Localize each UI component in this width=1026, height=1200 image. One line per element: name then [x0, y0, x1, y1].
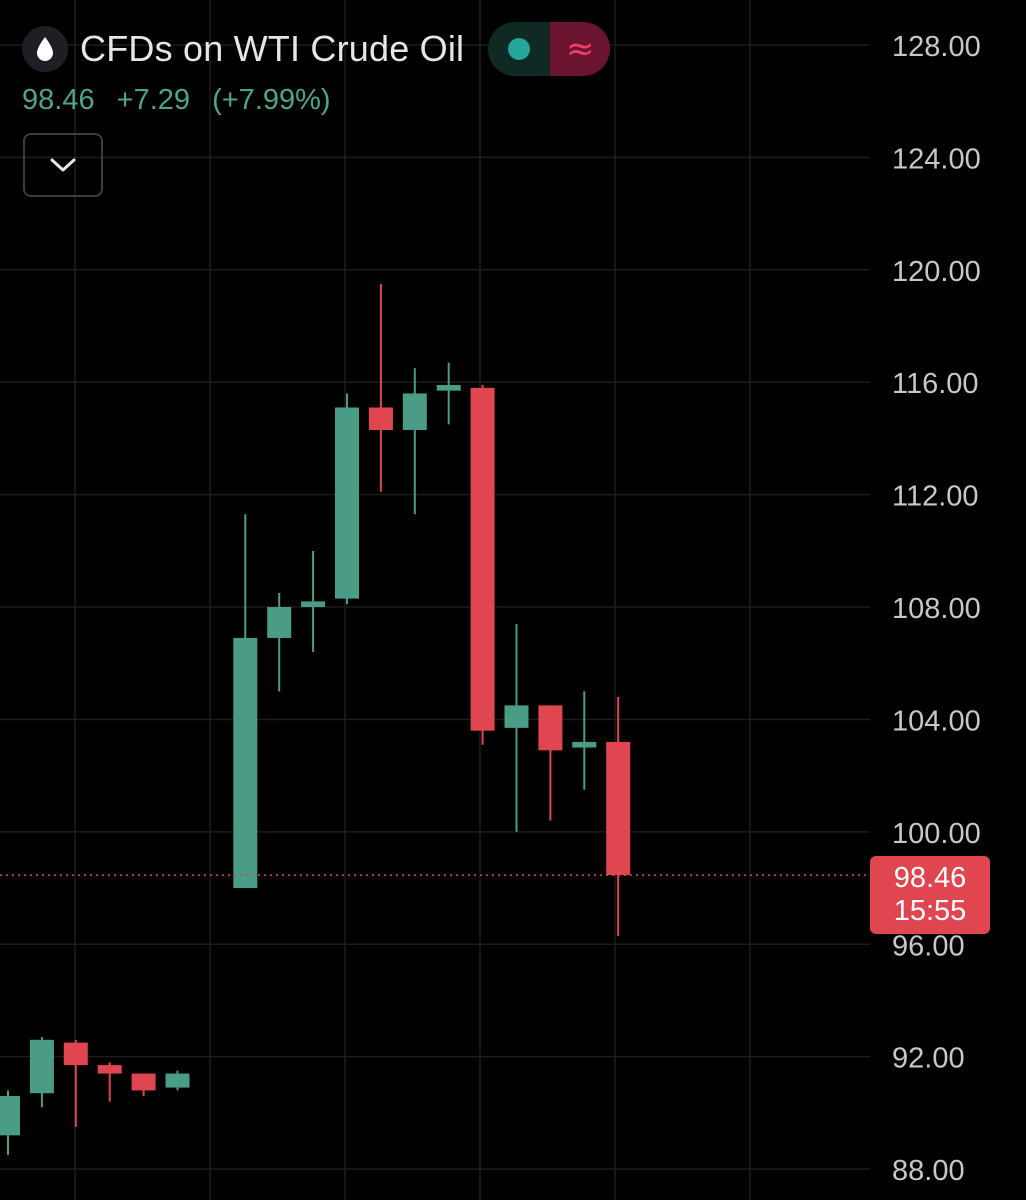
chart-grid	[0, 0, 870, 1200]
candle-body	[402, 393, 427, 430]
candle-body	[97, 1065, 122, 1074]
chevron-down-icon	[50, 158, 76, 172]
candle	[233, 514, 258, 889]
candle	[402, 368, 427, 515]
candle-body	[504, 705, 529, 728]
candle-body	[538, 705, 563, 751]
candle-body	[165, 1073, 190, 1088]
candle-body	[29, 1039, 54, 1094]
candle	[335, 393, 359, 605]
symbol-title[interactable]: CFDs on WTI Crude Oil	[80, 28, 465, 69]
drop-icon[interactable]	[22, 26, 68, 72]
candle	[131, 1073, 156, 1097]
candle-body	[470, 387, 495, 731]
candle	[165, 1070, 190, 1091]
candles	[0, 283, 631, 1156]
candle	[301, 550, 326, 652]
candle	[368, 283, 393, 492]
candle-body	[335, 407, 359, 599]
current-price-value: 98.46	[893, 861, 967, 894]
price-quote: 98.46 +7.29 (+7.99%)	[22, 84, 345, 117]
axis-tick-label: 112.00	[892, 481, 979, 513]
axis-tick-label: 128.00	[892, 31, 981, 63]
axis-tick-label: 104.00	[892, 705, 981, 737]
axis-tick-label: 120.00	[892, 256, 981, 288]
axis-tick-label: 116.00	[892, 368, 979, 400]
candle	[436, 362, 461, 425]
axis-tick-label: 88.00	[892, 1155, 965, 1187]
candle-body	[131, 1073, 156, 1091]
collapse-button[interactable]	[23, 133, 103, 197]
price-axis: 128.00 124.00 120.00 116.00 112.00 108.00 104.…	[892, 31, 981, 1187]
candle-body	[301, 601, 326, 608]
current-price-label: 98.46 15:55	[870, 856, 990, 934]
price-change-percent: (+7.99%)	[212, 84, 331, 116]
axis-tick-label: 108.00	[892, 593, 981, 625]
candle	[572, 691, 597, 790]
market-open-dot-icon	[488, 22, 551, 76]
candle	[267, 592, 292, 692]
candle-body	[606, 741, 631, 876]
symbol-header: CFDs on WTI Crude Oil ≈	[22, 22, 611, 76]
candle	[29, 1037, 54, 1108]
approx-icon: ≈	[550, 22, 611, 76]
candle	[504, 623, 529, 832]
candle-body	[368, 407, 393, 430]
bar-countdown: 15:55	[893, 895, 967, 927]
axis-tick-label: 96.00	[892, 930, 965, 962]
candle	[97, 1062, 122, 1102]
candle	[606, 696, 631, 936]
candle-body	[436, 385, 461, 391]
price-change: +7.29	[116, 84, 191, 116]
candle	[538, 705, 563, 821]
axis-tick-label: 92.00	[892, 1043, 965, 1075]
candle-body	[233, 637, 258, 889]
candle-body	[0, 1096, 20, 1136]
axis-tick-label: 100.00	[892, 818, 981, 850]
last-price: 98.46	[22, 84, 95, 116]
axis-tick-label: 124.00	[892, 143, 981, 175]
candle-body	[267, 607, 292, 638]
candle	[0, 1090, 20, 1156]
candle	[63, 1039, 88, 1127]
candle-body	[572, 741, 597, 748]
candle-body	[63, 1042, 88, 1066]
candle	[470, 385, 495, 745]
market-status[interactable]: ≈	[488, 22, 611, 76]
